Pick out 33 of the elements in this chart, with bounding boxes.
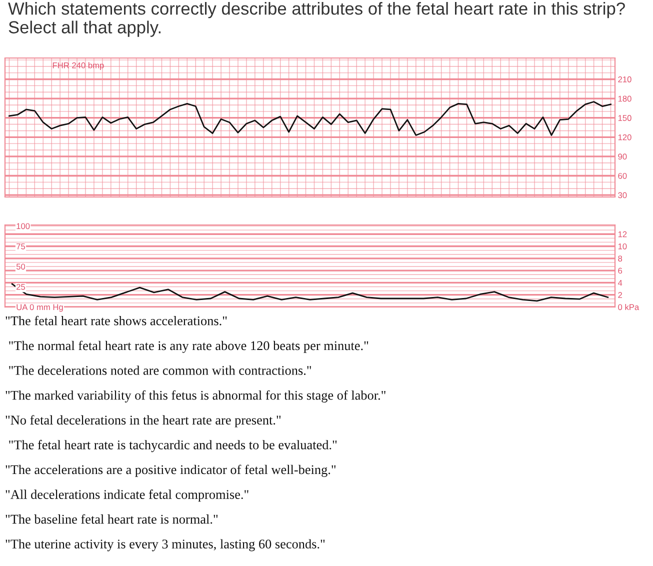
y2-tick-label: 50 <box>16 264 26 270</box>
y-tick-label: 60 <box>618 172 627 179</box>
y2-tick-label: 100 <box>16 223 30 230</box>
y-tick-label: 6 <box>618 268 622 274</box>
text: "The fetal heart rate shows accelerations." <box>6 316 227 326</box>
line-series <box>8 101 612 136</box>
y-tick-label: 210 <box>618 76 632 82</box>
text: "No fetal decelerations in the heart rate are present." <box>6 415 281 428</box>
y-tick-label: 8 <box>618 256 622 262</box>
text: "The marked variability of this fetus is abnormal for this stage of labor." <box>6 390 386 402</box>
y-tick-label: 150 <box>618 115 632 121</box>
text: "The uterine activity is every 3 minutes, lasting 60 seconds." <box>6 539 325 552</box>
y2-tick-label: UA 0 mm Hg <box>16 304 63 312</box>
chart-title: Which statements correctly describe attributes of the fetal heart rate in this strip? Select all that apply. <box>8 2 625 37</box>
y-tick-label: 10 <box>618 243 627 250</box>
y-axis-title: FHR 240 bmp <box>52 62 104 70</box>
y-tick-label: 2 <box>618 292 622 298</box>
y2-tick-label: 75 <box>16 244 26 250</box>
y-tick-label: 12 <box>618 231 627 238</box>
y-tick-label: 0 kPa <box>618 304 640 310</box>
y-tick-label: 4 <box>618 280 622 286</box>
text: "The decelerations noted are common with contractions." <box>9 366 311 375</box>
text: "All decelerations indicate fetal compromise." <box>6 490 248 502</box>
text: "The normal fetal heart rate is any rate above 120 beats per minute." <box>9 340 368 353</box>
y-tick-label: 180 <box>618 96 632 102</box>
text: "The accelerations are a positive indicator of fetal well-being." <box>6 464 336 477</box>
text: "The baseline fetal heart rate is normal." <box>6 514 218 524</box>
line-series <box>11 283 609 302</box>
y-tick-label: 30 <box>618 192 627 198</box>
text: "The fetal heart rate is tachycardic and needs to be evaluated." <box>9 440 337 452</box>
y2-tick-label: 25 <box>16 284 26 290</box>
y-tick-label: 90 <box>618 154 627 160</box>
y-tick-label: 120 <box>618 134 632 140</box>
